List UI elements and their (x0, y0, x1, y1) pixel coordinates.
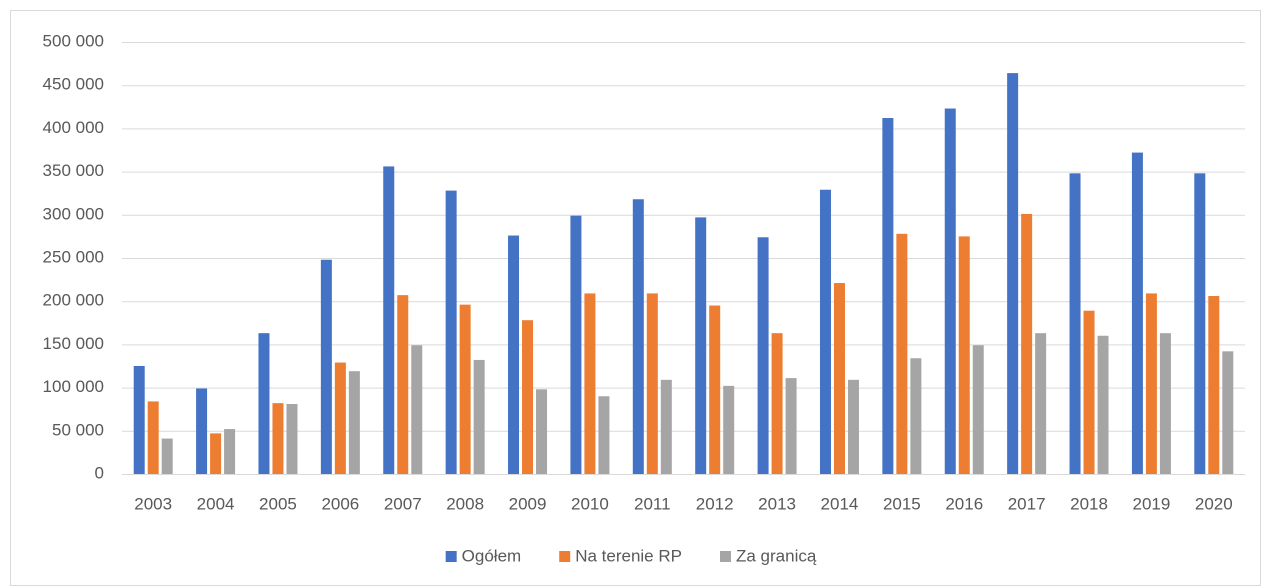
y-tick-label: 50 000 (52, 420, 104, 439)
bar (320, 259, 332, 474)
legend-swatch (719, 551, 731, 562)
bar (133, 366, 145, 474)
bar (709, 305, 721, 474)
bar (771, 333, 783, 474)
y-tick-label: 250 000 (43, 247, 104, 266)
bar (819, 189, 831, 474)
bar (833, 283, 845, 474)
bar (522, 320, 534, 474)
bar (348, 371, 360, 474)
bar (944, 108, 956, 474)
bar (570, 215, 582, 474)
x-tick-label: 2012 (696, 494, 734, 513)
y-tick-label: 100 000 (43, 377, 104, 396)
bar (286, 404, 298, 474)
x-tick-label: 2011 (634, 494, 671, 513)
bar (411, 345, 423, 474)
bar (1007, 73, 1019, 474)
bar (1097, 335, 1109, 474)
bar (958, 236, 970, 474)
y-tick-label: 0 (95, 463, 104, 482)
bar (695, 217, 707, 474)
bar (847, 379, 859, 474)
x-tick-label: 2018 (1070, 494, 1108, 513)
bar (508, 235, 520, 474)
legend-label: Za granicą (736, 546, 817, 565)
legend-swatch (445, 551, 457, 562)
x-tick-label: 2007 (384, 494, 422, 513)
bar (224, 429, 236, 474)
bar (161, 438, 173, 474)
x-tick-label: 2016 (945, 494, 983, 513)
bar (1222, 351, 1234, 474)
bar (445, 190, 457, 474)
bar (536, 389, 548, 474)
bar (1194, 173, 1206, 474)
y-tick-label: 300 000 (43, 204, 104, 223)
bar (1069, 173, 1081, 474)
x-tick-label: 2004 (197, 494, 235, 513)
bar (383, 166, 395, 474)
x-tick-label: 2009 (509, 494, 547, 513)
bar (598, 396, 610, 474)
y-tick-label: 400 000 (43, 118, 104, 137)
bar (397, 295, 409, 474)
bar (896, 233, 908, 474)
bar (757, 237, 769, 474)
bar (723, 385, 735, 474)
x-tick-label: 2010 (571, 494, 609, 513)
x-tick-label: 2003 (134, 494, 172, 513)
x-tick-label: 2013 (758, 494, 796, 513)
bar (196, 388, 208, 474)
x-tick-label: 2008 (446, 494, 484, 513)
bar (1145, 293, 1157, 474)
bar (910, 358, 922, 474)
bar (459, 304, 471, 474)
x-tick-label: 2020 (1195, 494, 1233, 513)
legend-label: Ogółem (462, 546, 522, 565)
bar (660, 379, 672, 474)
y-tick-label: 150 000 (43, 334, 104, 353)
bar (785, 378, 797, 474)
bar (210, 433, 222, 474)
bar (632, 199, 644, 475)
y-tick-label: 200 000 (43, 291, 104, 310)
y-tick-label: 450 000 (43, 75, 104, 94)
bar (258, 333, 270, 474)
bar (1208, 296, 1220, 474)
x-tick-label: 2019 (1133, 494, 1171, 513)
bar (473, 359, 485, 474)
y-tick-label: 500 000 (43, 31, 104, 50)
bar (1083, 310, 1095, 474)
y-tick-label: 350 000 (43, 161, 104, 180)
bar (972, 345, 984, 474)
bar (1035, 333, 1047, 474)
x-tick-label: 2005 (259, 494, 297, 513)
bar (147, 401, 159, 474)
x-tick-label: 2017 (1008, 494, 1046, 513)
bar (1159, 333, 1171, 474)
bar (272, 403, 284, 474)
legend-swatch (559, 551, 571, 562)
bar (584, 293, 596, 474)
x-tick-label: 2006 (321, 494, 359, 513)
x-tick-label: 2015 (883, 494, 921, 513)
bar (646, 293, 658, 474)
bar (1021, 213, 1033, 474)
bar (882, 118, 894, 475)
legend-label: Na terenie RP (575, 546, 682, 565)
bar (334, 362, 346, 474)
bar (1131, 152, 1143, 475)
x-tick-label: 2014 (821, 494, 859, 513)
